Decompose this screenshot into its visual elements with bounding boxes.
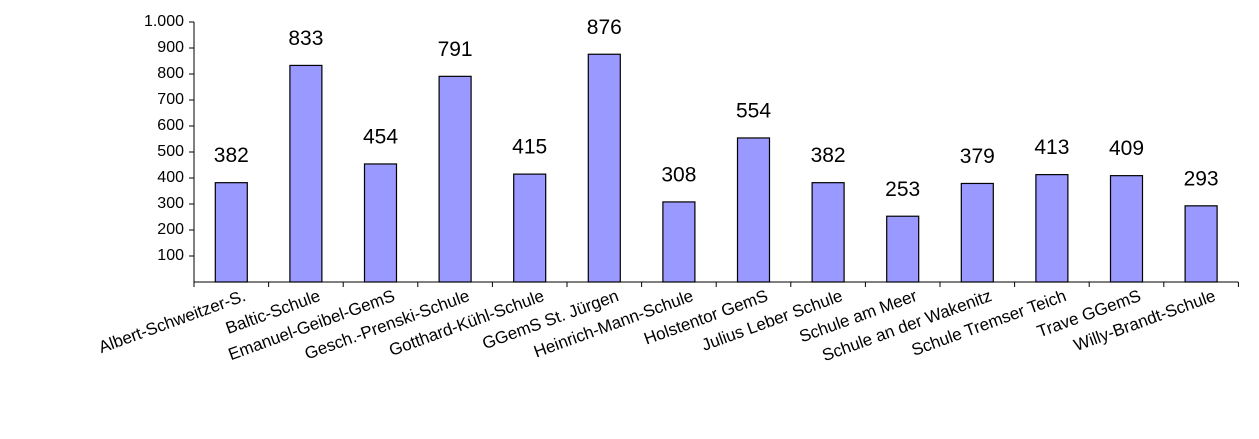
y-tick-label: 1.000	[144, 13, 184, 30]
value-label: 382	[811, 144, 846, 167]
bar	[214, 182, 248, 283]
value-label: 415	[512, 136, 547, 159]
value-label: 454	[363, 126, 398, 149]
y-tick-label: 800	[157, 65, 184, 82]
bar	[1035, 174, 1069, 283]
bar	[960, 182, 994, 283]
bar	[662, 201, 696, 283]
value-label: 413	[1034, 136, 1069, 159]
value-label: 833	[288, 27, 323, 50]
bar	[886, 215, 920, 283]
bar	[513, 173, 547, 283]
value-label: 791	[438, 38, 473, 61]
bar	[811, 182, 845, 283]
value-label: 379	[960, 145, 995, 168]
bar	[438, 75, 472, 283]
y-tick-label: 300	[157, 195, 184, 212]
bar	[289, 64, 323, 283]
value-label: 293	[1184, 167, 1219, 190]
y-tick-label: 500	[157, 143, 184, 160]
bar	[1109, 175, 1144, 283]
bar	[363, 163, 398, 283]
y-tick-label: 900	[157, 39, 184, 56]
bar	[736, 137, 771, 283]
value-label: 382	[214, 144, 249, 167]
value-label: 876	[587, 16, 622, 39]
bar	[587, 53, 621, 283]
value-label: 554	[736, 100, 771, 123]
y-tick-label: 100	[157, 247, 184, 264]
value-label: 253	[885, 178, 920, 201]
value-label: 409	[1109, 137, 1144, 160]
bar	[1184, 205, 1218, 283]
y-tick-label: 200	[157, 221, 184, 238]
y-tick-label: 400	[157, 169, 184, 186]
y-tick-label: 600	[157, 117, 184, 134]
value-label: 308	[661, 163, 696, 186]
y-tick-label: 700	[157, 91, 184, 108]
